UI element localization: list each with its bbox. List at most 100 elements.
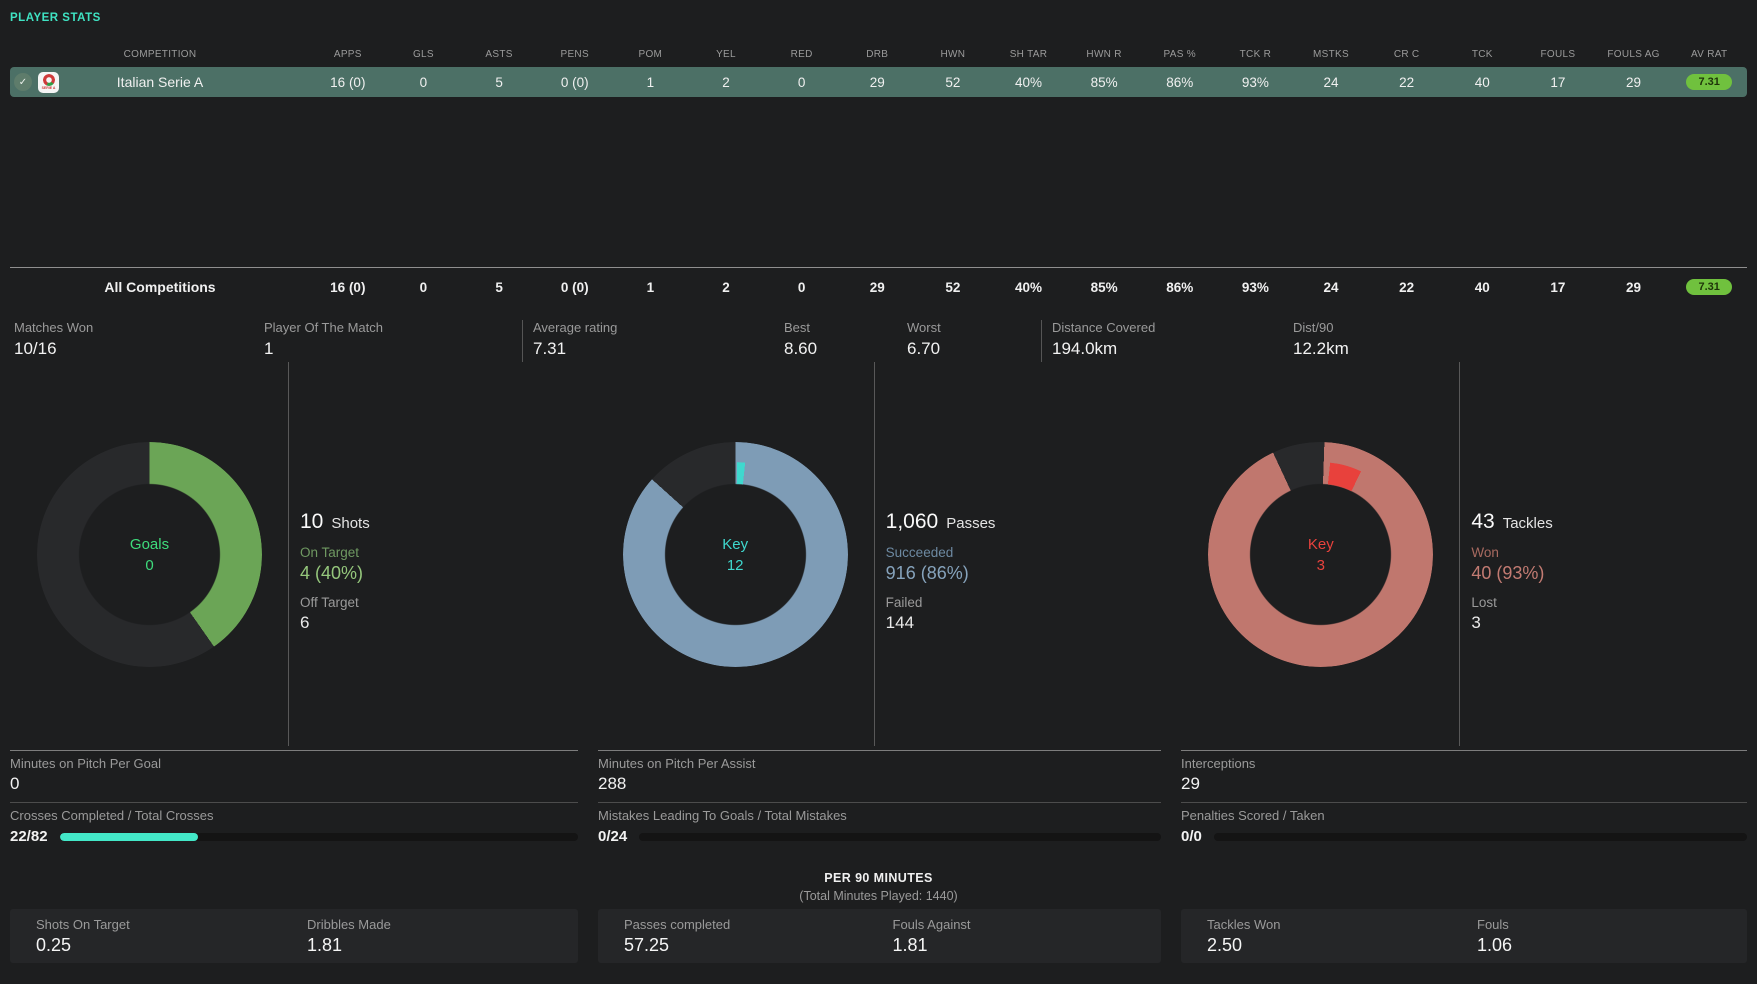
shots-donut-chart	[37, 442, 262, 667]
col-header-mstks[interactable]: MSTKS	[1313, 48, 1349, 60]
col-header-pom[interactable]: POM	[638, 48, 663, 60]
total-cell: 29	[1626, 279, 1642, 295]
total-cell: 5	[495, 279, 503, 295]
stat-cell: 85%	[1090, 74, 1118, 90]
col-header-pas[interactable]: PAS %	[1163, 48, 1196, 60]
competition-name[interactable]: Italian Serie A	[116, 74, 204, 90]
stat-cell: 1	[646, 74, 655, 90]
col-header-apps[interactable]: APPS	[333, 48, 362, 60]
col-header-shtar[interactable]: SH TAR	[1009, 48, 1048, 60]
table-row-serie-a[interactable]: ✓ SERIE A Italian Serie A 16 (0) 0 5 0 (…	[10, 67, 1747, 97]
stat-cell: 16 (0)	[330, 74, 366, 90]
off-target-label: Off Target	[300, 595, 359, 610]
col-header-hwnr[interactable]: HWN R	[1086, 48, 1122, 60]
per-90-section: PER 90 MINUTES (Total Minutes Played: 14…	[0, 871, 1757, 963]
stat-cell: 40	[1474, 74, 1490, 90]
col-header-pens[interactable]: PENS	[560, 48, 589, 60]
per-90-title: PER 90 MINUTES	[824, 871, 933, 885]
col-header-drb[interactable]: DRB	[866, 48, 889, 60]
summary-average-rating: Average rating 7.31	[522, 320, 784, 362]
minutes-per-goal: Minutes on Pitch Per Goal 0	[10, 750, 578, 802]
summary-player-of-the-match: Player Of The Match 1	[264, 320, 383, 358]
won-value: 40 (93%)	[1471, 563, 1545, 583]
stat-cell: 24	[1323, 74, 1339, 90]
selected-check-icon[interactable]: ✓	[14, 73, 32, 91]
col-header-crc[interactable]: CR C	[1393, 48, 1420, 60]
col-header-fouls[interactable]: FOULS	[1540, 48, 1576, 60]
interceptions: Interceptions 29	[1181, 750, 1747, 802]
key-passes-tick	[642, 462, 828, 647]
summary-distance-covered: Distance Covered 194.0km	[1041, 320, 1293, 362]
total-cell: 17	[1550, 279, 1566, 295]
tackles-donut-center: Key 3	[1307, 535, 1334, 574]
col-header-hwn[interactable]: HWN	[940, 48, 966, 60]
stat-cell: 52	[945, 74, 961, 90]
col-header-yel[interactable]: YEL	[716, 48, 736, 60]
col-header-foulsag[interactable]: FOULS AG	[1607, 48, 1660, 60]
table-row-all-competitions[interactable]: All Competitions 16 (0) 0 5 0 (0) 1 2 0 …	[10, 272, 1747, 302]
mistakes-leading-to-goals: Mistakes Leading To Goals / Total Mistak…	[598, 802, 1161, 860]
average-rating-badge: 7.31	[1686, 74, 1733, 90]
stat-cell: 0 (0)	[560, 74, 589, 90]
stat-cell: 17	[1550, 74, 1566, 90]
stat-cell: 22	[1399, 74, 1415, 90]
total-cell: 86%	[1166, 279, 1194, 295]
stat-cell: 29	[869, 74, 885, 90]
total-cell: 22	[1399, 279, 1415, 295]
stat-cell: 86%	[1166, 74, 1194, 90]
col-header-asts[interactable]: ASTS	[485, 48, 513, 60]
summary-strip: Matches Won 10/16 Player Of The Match 1 …	[0, 320, 1757, 362]
total-cell: 1	[646, 279, 655, 295]
tackles-total: 43	[1471, 510, 1495, 533]
stats-table-header: COMPETITION APPS GLS ASTS PENS POM YEL R…	[10, 44, 1747, 64]
crosses-progress-bar	[59, 832, 578, 841]
stat-cell: 5	[495, 74, 503, 90]
col-header-tckr[interactable]: TCK R	[1239, 48, 1272, 60]
separator-line	[10, 267, 1747, 268]
total-cell: 85%	[1090, 279, 1118, 295]
empty-area	[0, 97, 1757, 267]
crosses-completed: Crosses Completed / Total Crosses 22/82	[10, 802, 578, 860]
summary-matches-won: Matches Won 10/16	[14, 320, 94, 358]
tackles-stats: 43 Tackles Won 40 (93%) Lost 3	[1471, 510, 1741, 633]
shots-on-target-per-90: Shots On Target 0.25	[36, 916, 130, 955]
total-cell: 40%	[1014, 279, 1042, 295]
per-90-card-shooting: Shots On Target 0.25 Dribbles Made 1.81	[10, 909, 578, 963]
fouls-per-90: Fouls 1.06	[1477, 916, 1513, 955]
summary-worst: Worst 6.70	[907, 320, 941, 358]
average-rating-badge: 7.31	[1686, 279, 1733, 295]
stat-cell: 29	[1626, 74, 1642, 90]
passes-stats: 1,060 Passes Succeeded 916 (86%) Failed …	[886, 510, 1156, 633]
col-header-red[interactable]: RED	[790, 48, 813, 60]
failed-value: 144	[885, 613, 915, 632]
key-tackles-tick	[1228, 462, 1414, 647]
fouls-against-per-90: Fouls Against 1.81	[892, 916, 971, 955]
col-header-competition[interactable]: COMPETITION	[123, 48, 197, 60]
lost-label: Lost	[1471, 595, 1497, 610]
total-cell: 52	[945, 279, 961, 295]
passes-total: 1,060	[885, 510, 939, 533]
col-header-gls[interactable]: GLS	[412, 48, 434, 60]
stat-cell: 0	[419, 74, 428, 90]
stat-cell: 40%	[1014, 74, 1042, 90]
passes-section: Key 12 1,060 Passes Succeeded 916 (86%) …	[586, 362, 1172, 750]
penalties-progress-bar	[1213, 832, 1747, 841]
total-cell: 0 (0)	[560, 279, 589, 295]
lost-value: 3	[1471, 613, 1481, 632]
total-cell: 0	[419, 279, 428, 295]
failed-label: Failed	[885, 595, 923, 610]
won-label: Won	[1471, 545, 1499, 560]
shots-stats: 10 Shots On Target 4 (40%) Off Target 6	[300, 510, 570, 633]
section-divider	[288, 362, 289, 746]
detail-stats: Minutes on Pitch Per Goal 0 Crosses Comp…	[10, 750, 1747, 860]
total-cell: 29	[869, 279, 885, 295]
total-cell: 93%	[1241, 279, 1269, 295]
serie-a-swirl	[42, 73, 55, 86]
col-header-tck[interactable]: TCK	[1471, 48, 1493, 60]
col-header-avrat[interactable]: AV RAT	[1690, 48, 1728, 60]
serie-a-logo-icon: SERIE A	[38, 71, 59, 93]
stat-cell: 2	[722, 74, 730, 90]
succeeded-label: Succeeded	[885, 545, 954, 560]
tackles-won-per-90: Tackles Won 2.50	[1207, 916, 1281, 955]
